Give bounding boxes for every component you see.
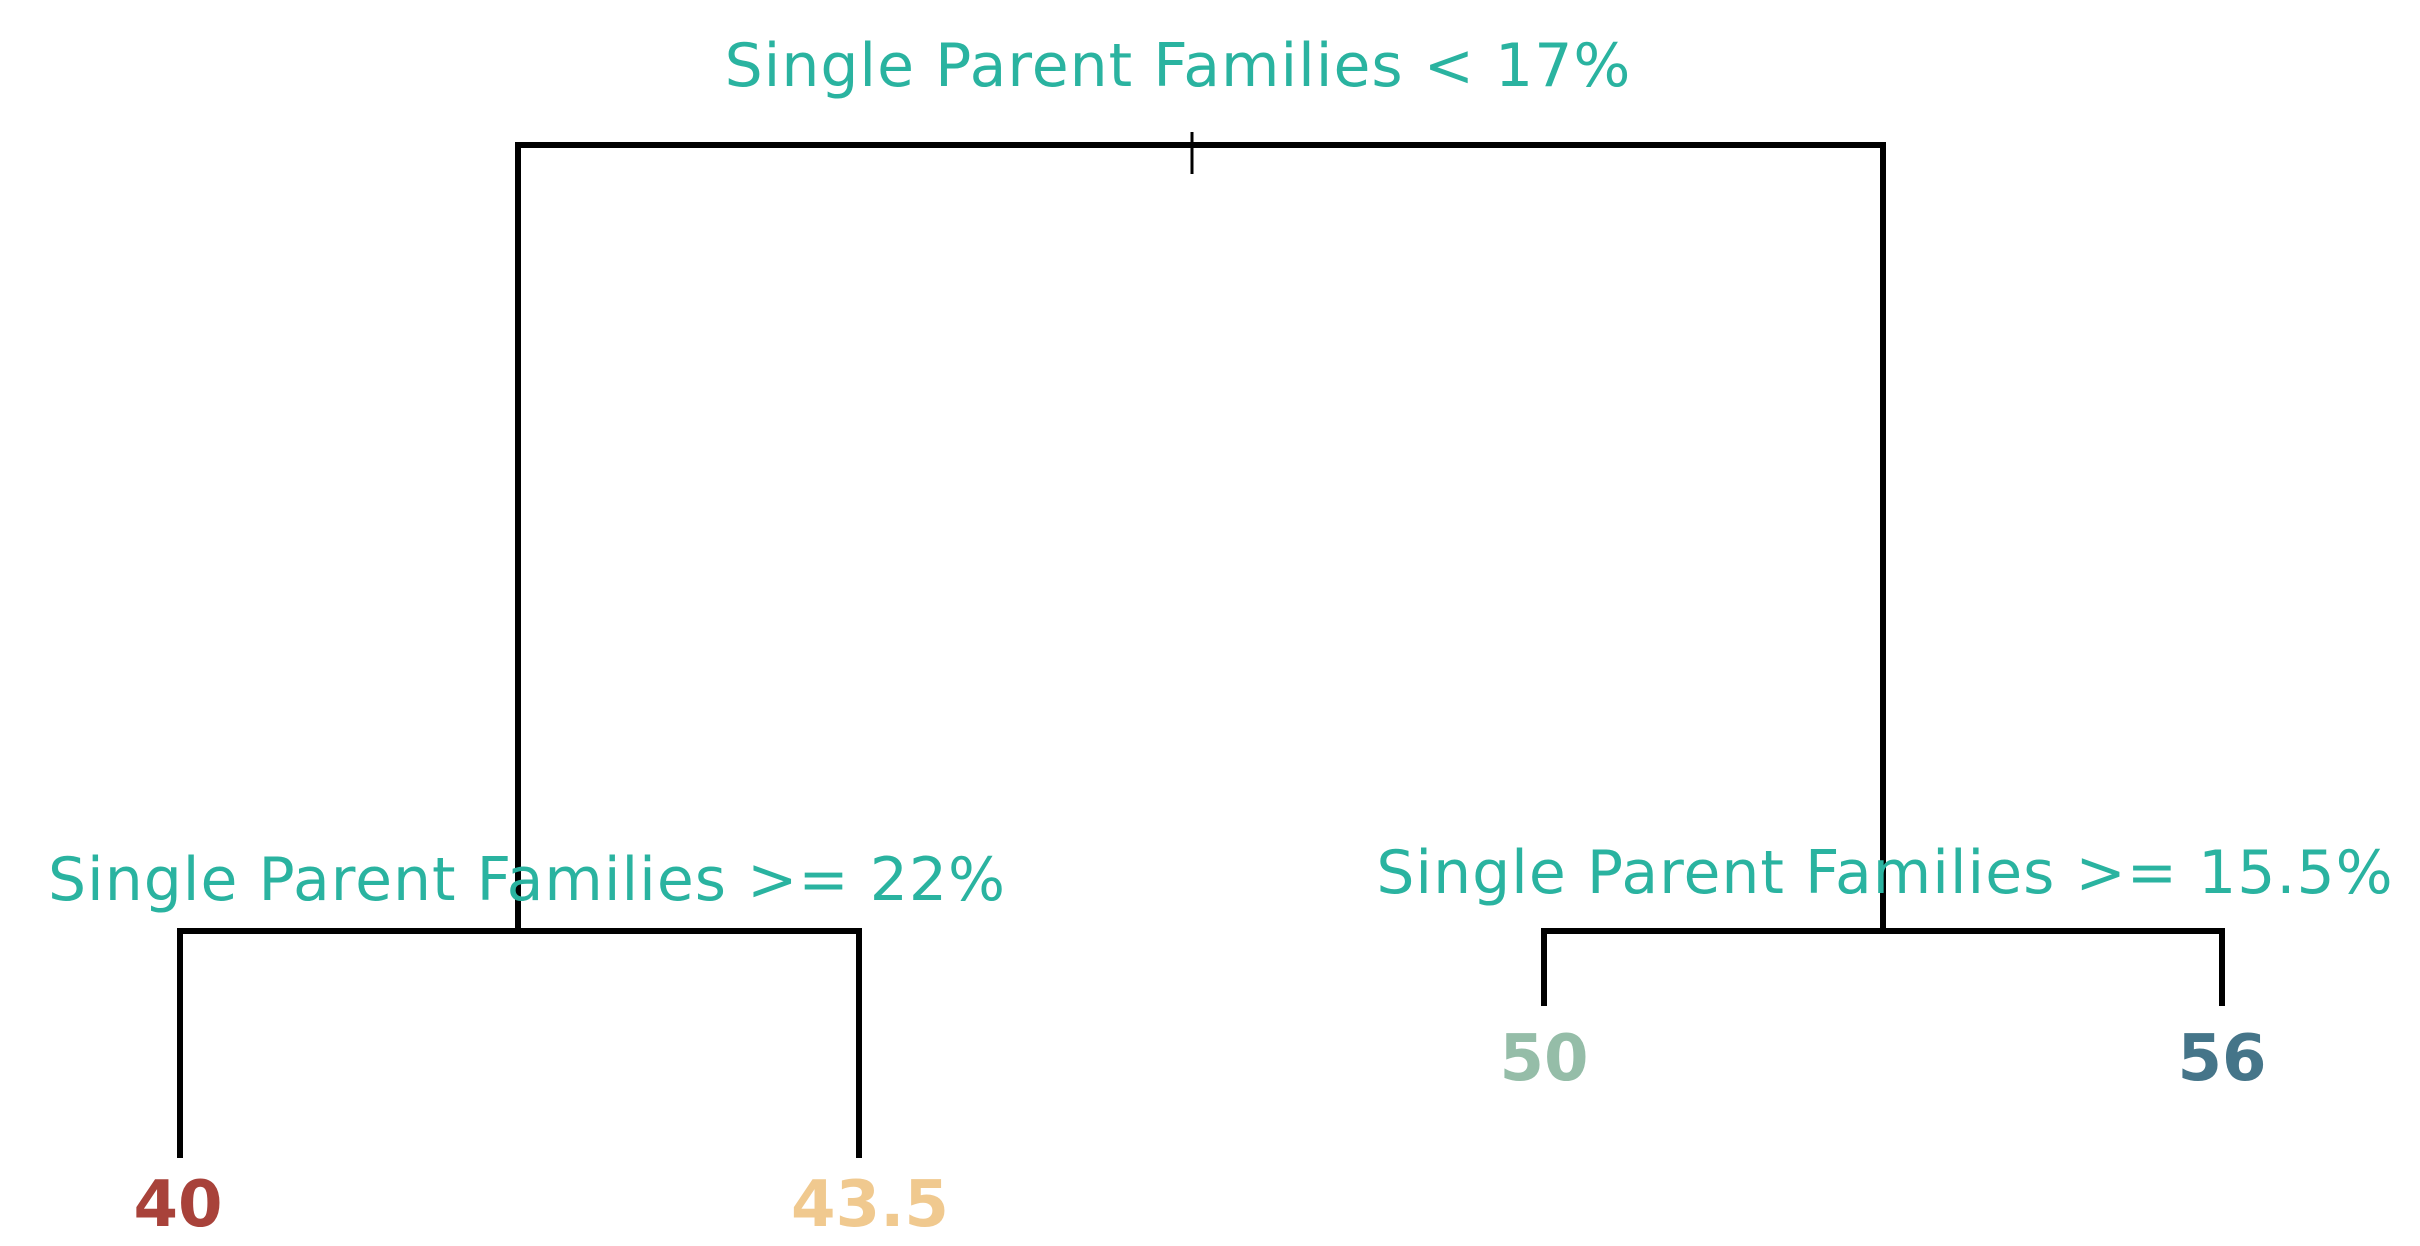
leaf-value-40: 40: [133, 1168, 222, 1242]
left-split-label: Single Parent Families >= 22%: [48, 845, 1006, 915]
leaf-value-43-5: 43.5: [791, 1168, 949, 1242]
leaf-value-56: 56: [2177, 1022, 2266, 1096]
right-split-label: Single Parent Families >= 15.5%: [1376, 838, 2393, 908]
left-split-branch-connector: [177, 928, 862, 1158]
right-split-branch-connector: [1541, 928, 2225, 1006]
root-split-edges: [515, 132, 1886, 931]
root-branch-connector: [515, 142, 1886, 931]
root-split-label: Single Parent Families < 17%: [725, 31, 1632, 101]
leaf-value-50: 50: [1499, 1022, 1588, 1096]
